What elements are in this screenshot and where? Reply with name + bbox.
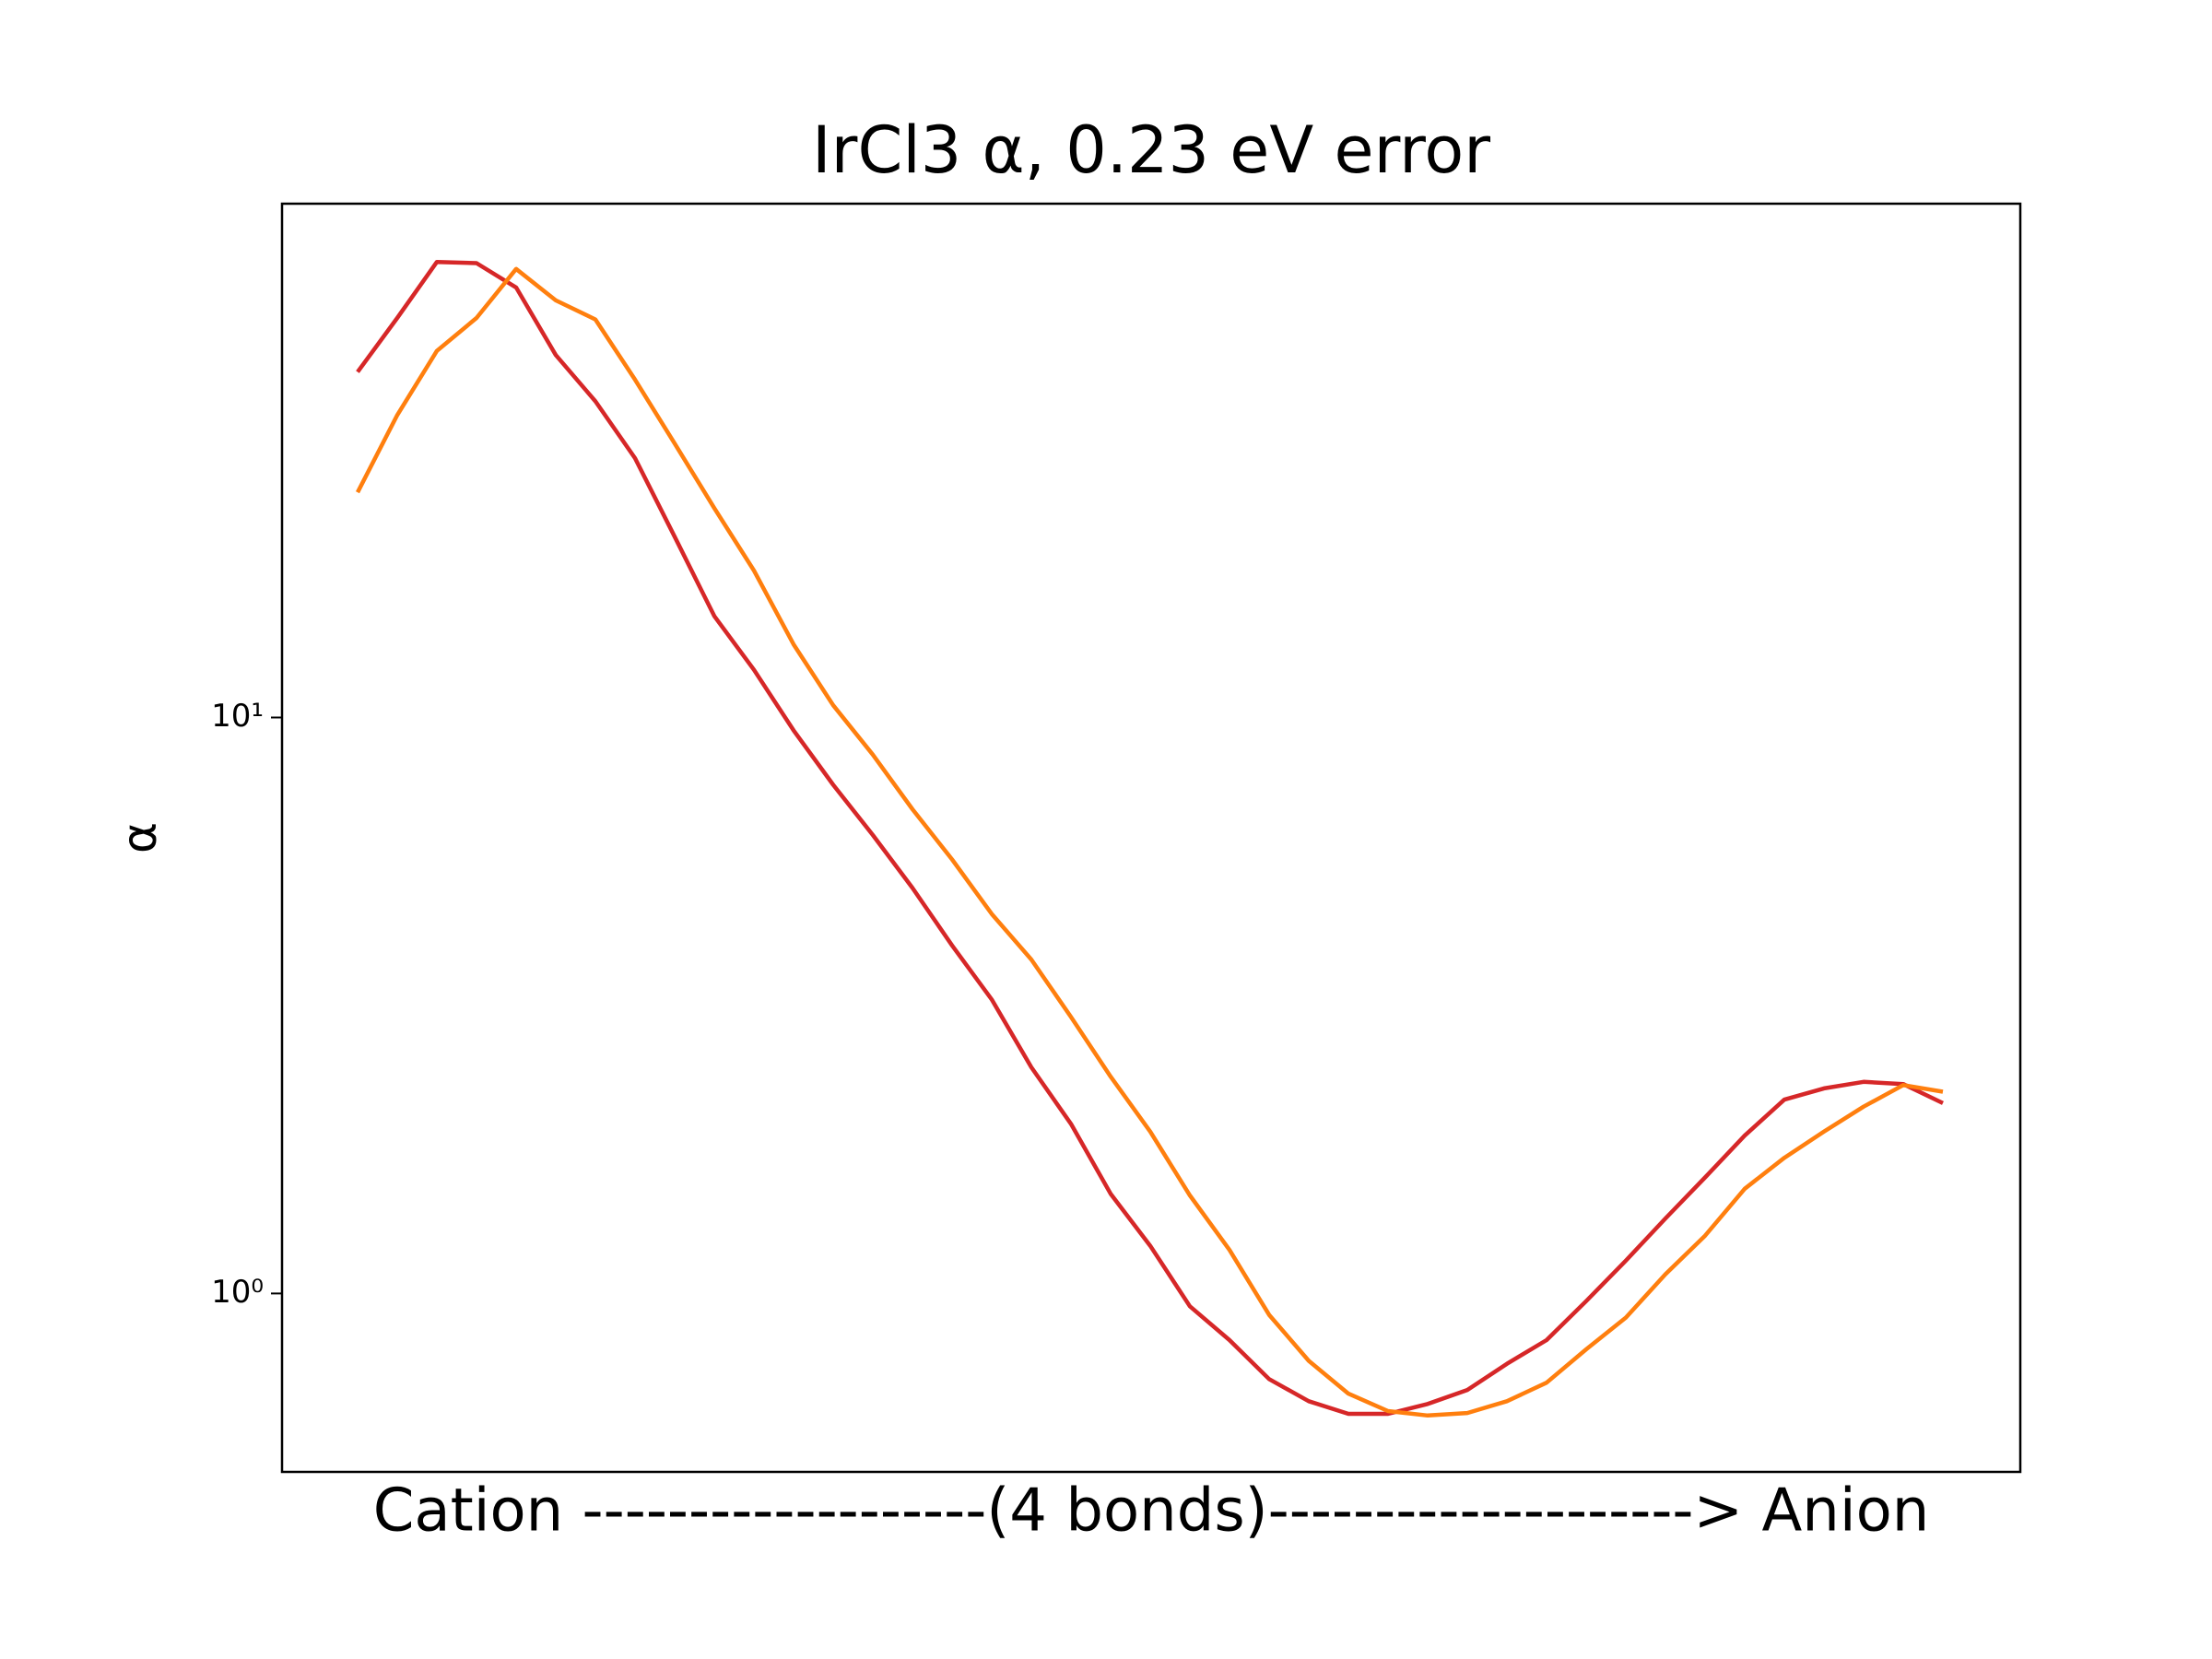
y-axis-label: α xyxy=(112,822,168,853)
plot-frame xyxy=(280,202,2022,1474)
x-axis-label: Cation -------------------(4 bonds)-----… xyxy=(373,1477,1930,1546)
y-tick-label: 10¹ xyxy=(211,698,264,735)
y-tick-label: 10⁰ xyxy=(211,1274,264,1311)
data-line xyxy=(355,266,1944,1418)
data-line xyxy=(356,259,1944,1417)
chart-title: IrCl3 α, 0.23 eV error xyxy=(812,112,1490,188)
